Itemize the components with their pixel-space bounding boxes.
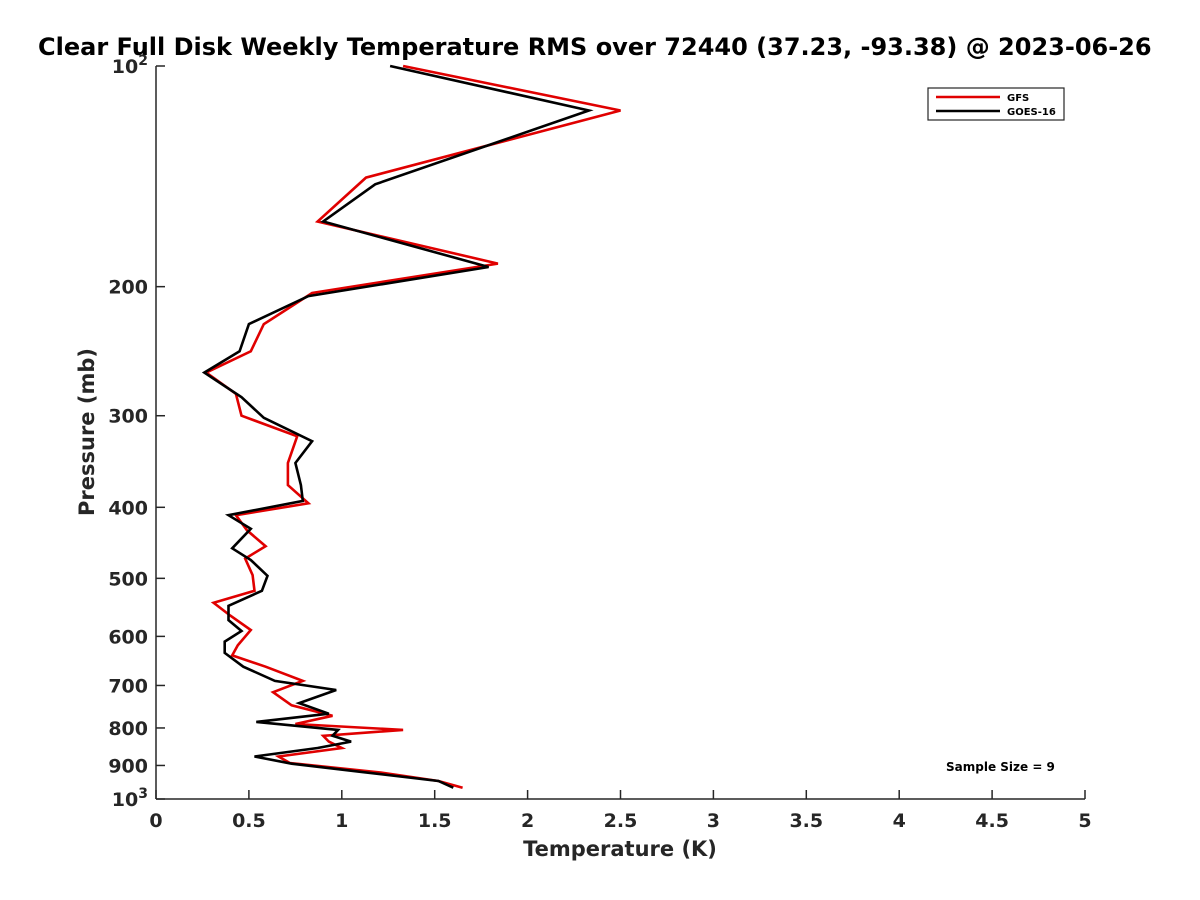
y-tick-label: 700: [108, 675, 148, 697]
x-tick-label: 1: [335, 810, 348, 832]
x-tick-label: 1.5: [418, 810, 452, 832]
legend-label-gfs: GFS: [1007, 93, 1029, 104]
x-tick-label: 3.5: [789, 810, 823, 832]
x-tick-label: 0: [149, 810, 162, 832]
y-tick-label: 600: [108, 626, 148, 648]
x-axis-label: Temperature (K): [523, 837, 717, 861]
y-tick-label: 500: [108, 568, 148, 590]
y-tick-label: 102: [112, 53, 148, 78]
series-line-gfs: [203, 64, 621, 789]
series-line-goes16: [201, 64, 594, 789]
x-tick-label: 5: [1078, 810, 1091, 832]
x-tick-label: 2: [521, 810, 534, 832]
x-tick-label: 4: [893, 810, 906, 832]
chart-title: Clear Full Disk Weekly Temperature RMS o…: [38, 33, 1152, 61]
series-layer: [201, 64, 621, 789]
y-tick-label: 200: [108, 277, 148, 299]
sample-size-annotation: Sample Size = 9: [946, 760, 1055, 774]
y-tick-label: 103: [112, 786, 148, 811]
x-tick-label: 0.5: [232, 810, 266, 832]
y-tick-label: 800: [108, 718, 148, 740]
x-axis: 0 0.5 1 1.5 2 2.5 3 3.5 4 4.5 5: [149, 790, 1092, 832]
y-tick-label: 300: [108, 406, 148, 428]
y-tick-label: 900: [108, 755, 148, 777]
x-tick-label: 2.5: [604, 810, 638, 832]
plot-area: [156, 66, 1085, 799]
legend-label-goes16: GOES-16: [1007, 107, 1056, 118]
y-tick-label: 400: [108, 497, 148, 519]
y-axis-label: Pressure (mb): [75, 348, 99, 516]
legend-box: [927, 87, 1065, 121]
y-axis: 102 200 300 400 500 600 700 800 900 103: [108, 53, 165, 811]
x-tick-label: 4.5: [975, 810, 1009, 832]
legend: GFS GOES-16: [927, 87, 1065, 121]
x-tick-label: 3: [707, 810, 720, 832]
